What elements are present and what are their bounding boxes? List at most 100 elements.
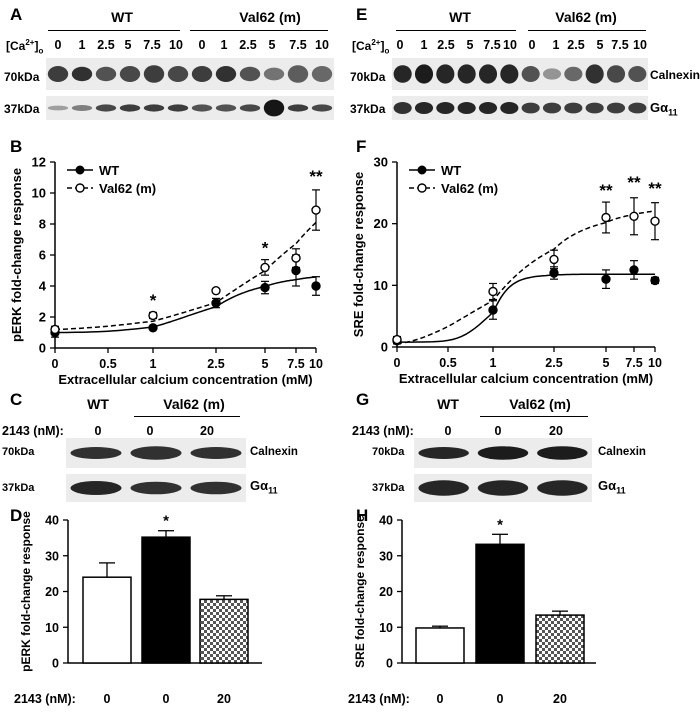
- dose-label: 20: [217, 692, 231, 706]
- data-point-val62: [488, 286, 498, 297]
- blot-band: [628, 102, 647, 114]
- significance-marker: *: [163, 513, 169, 530]
- group-line-wt-a: [48, 30, 180, 31]
- group-line-val62-a: [190, 30, 328, 31]
- concentration-label: 10: [503, 38, 517, 52]
- legend-label-val62: Val62 (m): [99, 181, 156, 196]
- dose-c-0: 0: [94, 424, 102, 438]
- group-label-val62-c: Val62 (m): [163, 396, 225, 412]
- blot-band: [71, 105, 93, 111]
- data-point-wt: [311, 281, 321, 291]
- y-tick-label: 30: [379, 549, 393, 563]
- y-tick-label: 40: [379, 514, 393, 528]
- blot-band: [478, 102, 498, 114]
- concentration-label: 7.5: [289, 38, 307, 52]
- blot-band: [414, 102, 434, 114]
- fit-curve-val62: [396, 210, 656, 345]
- protein-galpha11-c: Gα11: [250, 478, 278, 496]
- blot-band: [47, 66, 69, 82]
- data-point-wt: [650, 275, 660, 286]
- panel-label-e: E: [356, 5, 368, 24]
- y-tick-label: 0: [381, 340, 388, 355]
- y-tick-label: 10: [379, 621, 393, 635]
- significance-marker: **: [309, 167, 323, 186]
- dose-label: 0: [437, 692, 444, 706]
- blot-band: [130, 446, 182, 460]
- blot-band: [477, 446, 529, 460]
- panel-label-h: H: [356, 506, 369, 525]
- concentration-label: 0: [528, 38, 536, 52]
- blot-band: [191, 104, 213, 112]
- concentration-label: 10: [633, 38, 647, 52]
- western-blot-ERK-a: [46, 96, 334, 120]
- blot-band: [190, 481, 242, 495]
- blot-band: [95, 66, 117, 82]
- data-point-val62: [50, 324, 60, 335]
- bar-2: [535, 614, 585, 664]
- group-label-wt-a: WT: [111, 9, 133, 25]
- data-point-wt: [488, 305, 498, 315]
- mw-70kda-e: 70kDa: [350, 70, 386, 84]
- concentration-label: 7.5: [611, 38, 629, 52]
- significance-marker: **: [599, 181, 613, 200]
- data-point-wt: [629, 265, 639, 275]
- significance-marker: **: [648, 179, 662, 198]
- concentration-label: 0: [198, 38, 206, 52]
- blot-band: [606, 65, 626, 83]
- x-tick-label: 1: [150, 357, 157, 371]
- y-axis-title: SRE fold-change response: [353, 515, 367, 668]
- blot-band: [457, 64, 476, 84]
- blot-band: [521, 66, 540, 82]
- blot-band: [239, 66, 261, 82]
- blot-band: [190, 447, 242, 459]
- mw-37kda-c: 37kDa: [2, 482, 35, 494]
- blot-band: [564, 102, 583, 114]
- blot-band: [215, 66, 237, 82]
- bar-chart-pERK: 0 10 20 30 40 pERK fold-change response * 2143 …: [14, 511, 262, 706]
- blot-band: [585, 102, 604, 114]
- y-axis-title: pERK fold-change response: [9, 168, 24, 342]
- group-line-val62-g: [480, 416, 588, 417]
- blot-band: [457, 102, 476, 114]
- x-tick-label: 5: [262, 357, 269, 371]
- calcium-label-e: [Ca2+]o: [352, 38, 390, 56]
- data-point-wt: [211, 298, 221, 308]
- bar-chart-SRE: 0 10 20 30 40 SRE fold-change response * 2143 (…: [348, 514, 596, 706]
- y-tick-label: 12: [32, 155, 46, 170]
- dose-label: 20: [553, 692, 567, 706]
- fit-curve-val62: [54, 221, 317, 331]
- concentration-label: 5: [124, 38, 132, 52]
- blot-band: [393, 102, 412, 114]
- x-tick-label: 7.5: [287, 357, 304, 371]
- blot-band: [477, 480, 529, 496]
- group-label-wt-c: WT: [87, 396, 109, 412]
- y-axis-title: pERK fold-change response: [19, 511, 33, 672]
- drug-label: 2143 (nM):: [14, 692, 76, 706]
- western-blot-calnexin-e: [392, 58, 648, 90]
- bar-2: [199, 598, 249, 664]
- blot-band: [167, 66, 189, 82]
- y-tick-label: 4: [39, 279, 47, 294]
- x-tick-label: 10: [648, 356, 662, 370]
- panel-label-g: G: [356, 390, 370, 409]
- data-point-val62: [601, 212, 611, 223]
- group-line-val62-c: [134, 416, 240, 417]
- blot-band: [263, 99, 285, 117]
- concentration-label: 1: [420, 38, 428, 52]
- blot-band: [70, 481, 122, 495]
- concentration-label: 0: [396, 38, 404, 52]
- group-line-wt-e: [396, 30, 516, 31]
- blot-band: [143, 65, 165, 83]
- bar-0: [82, 576, 132, 664]
- data-point-wt: [148, 323, 158, 333]
- western-blot-galpha11-g: [414, 474, 592, 502]
- y-tick-label: 8: [39, 217, 46, 232]
- blot-band: [418, 447, 469, 459]
- dose-label: 0: [497, 692, 504, 706]
- concentration-label: 0: [54, 38, 62, 52]
- blot-band: [287, 65, 309, 83]
- data-point-val62: [260, 262, 270, 273]
- x-axis-title: Extracellular calcium concentration (mM): [58, 372, 312, 387]
- protein-calnexin-g: Calnexin: [598, 446, 646, 458]
- blot-band: [95, 104, 117, 112]
